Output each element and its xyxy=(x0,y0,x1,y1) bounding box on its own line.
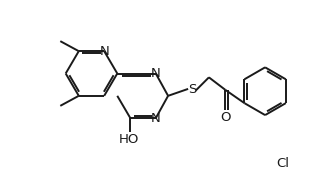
Text: S: S xyxy=(188,83,196,96)
Text: N: N xyxy=(151,67,161,80)
Text: HO: HO xyxy=(119,133,139,146)
Text: O: O xyxy=(220,111,230,124)
Text: N: N xyxy=(151,112,161,125)
Text: N: N xyxy=(99,45,109,58)
Text: Cl: Cl xyxy=(276,157,289,170)
